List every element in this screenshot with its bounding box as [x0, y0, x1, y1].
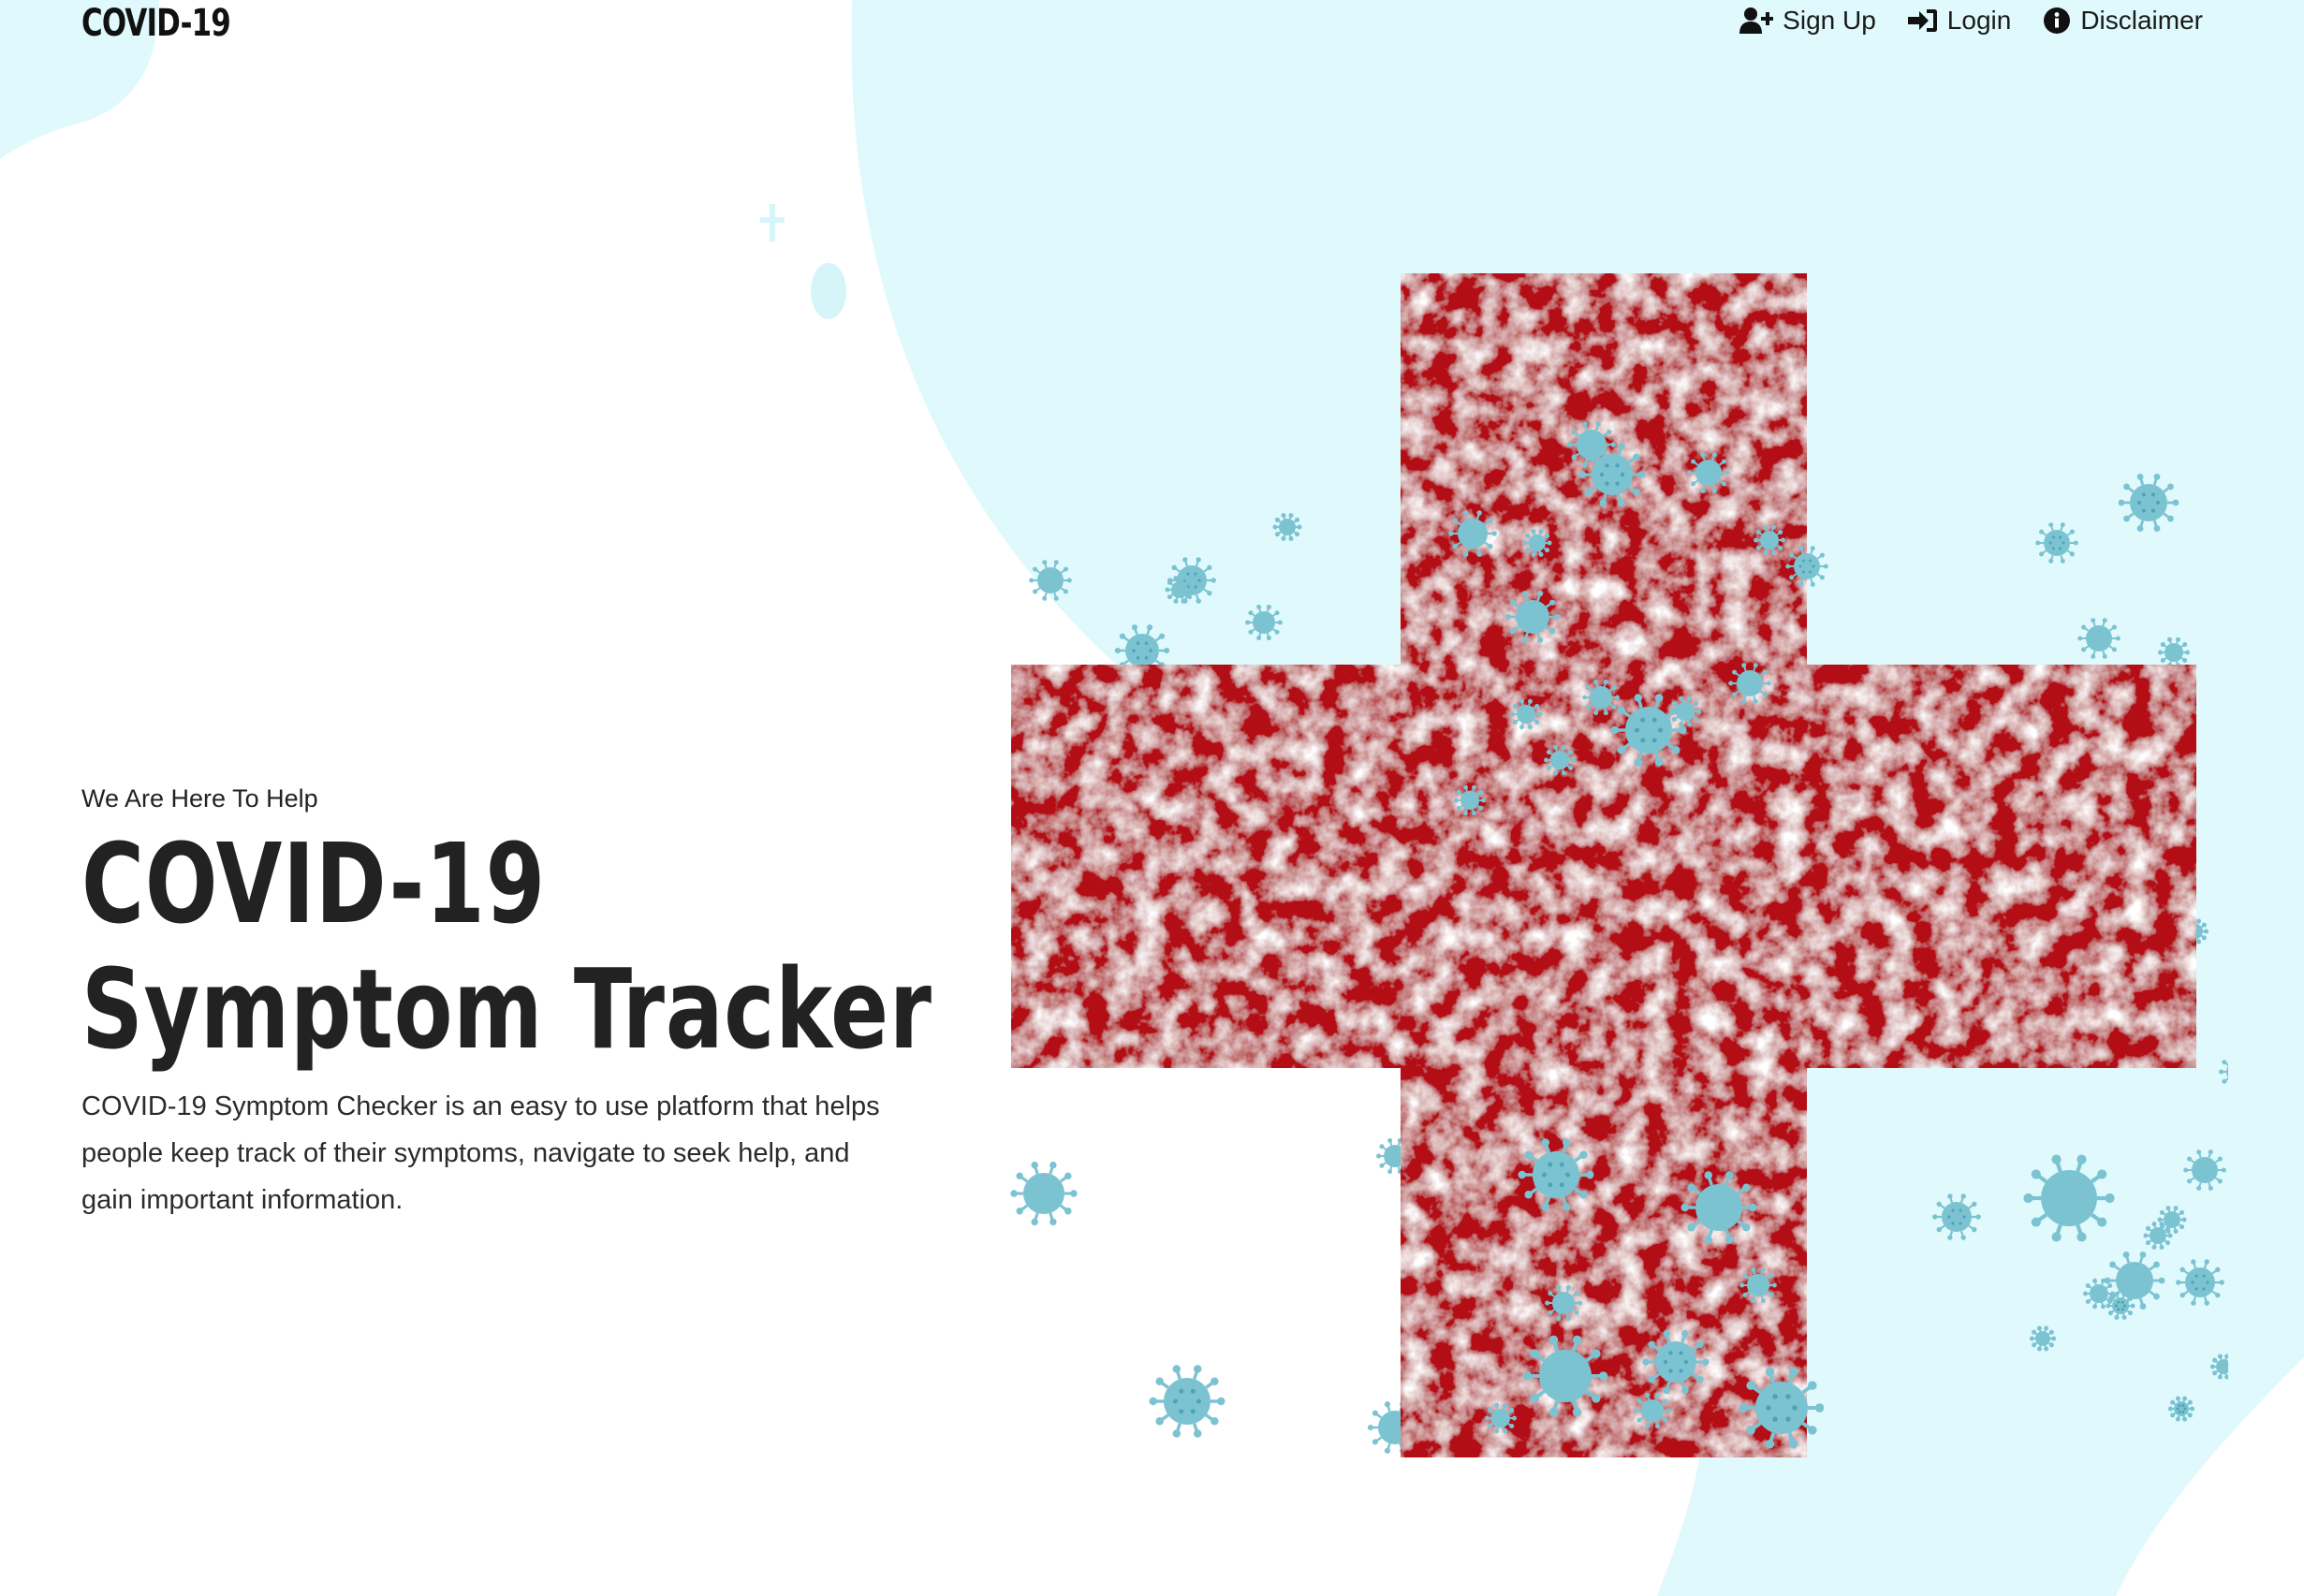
- nav-login-label: Login: [1946, 6, 2012, 35]
- virus-particle-icon: [1754, 524, 1785, 556]
- hero-description: COVID-19 Symptom Checker is an easy to u…: [81, 1091, 880, 1215]
- virus-particle-icon: [1454, 784, 1486, 816]
- info-circle-icon: [2043, 7, 2071, 35]
- nav-disclaimer-label: Disclaimer: [2080, 6, 2203, 35]
- virus-particle-icon: [1544, 744, 1576, 776]
- virus-particle-icon: [1610, 694, 1687, 767]
- virus-particle-icon: [1245, 604, 1283, 641]
- hero-illustration: [1002, 257, 2267, 1474]
- sign-in-icon: [1907, 7, 1938, 34]
- virus-particle-icon: [1634, 1392, 1671, 1429]
- virus-particle-icon: [1010, 1161, 1078, 1226]
- virus-particle-icon: [1739, 1267, 1777, 1304]
- virus-particle-icon: [1728, 663, 1771, 704]
- virus-particle-icon: [2035, 522, 2078, 564]
- virus-particle-icon: [1522, 529, 1552, 557]
- virus-particle-icon: [1518, 1138, 1594, 1211]
- virus-particle-icon: [1642, 1329, 1710, 1395]
- virus-particle-icon: [2176, 1259, 2224, 1306]
- virus-particle-icon: [1504, 591, 1561, 643]
- virus-particle-icon: [2167, 1396, 2195, 1422]
- virus-particle-icon: [2029, 1325, 2057, 1352]
- brand-logo[interactable]: COVID-19: [81, 2, 231, 45]
- virus-particle-icon: [1522, 1335, 1608, 1417]
- virus-particle-icon: [1029, 560, 1072, 601]
- virus-particle-icon: [1578, 442, 1646, 507]
- navbar: COVID-19 Sign Up Login: [0, 0, 2304, 56]
- virus-particle-icon: [1165, 576, 1195, 604]
- virus-particle-icon: [2083, 1278, 2115, 1310]
- virus-particle-icon: [2209, 1354, 2238, 1380]
- virus-particle-icon: [1485, 1402, 1517, 1434]
- virus-particle-icon: [2157, 1206, 2187, 1234]
- virus-particle-icon: [1582, 679, 1620, 716]
- plus-decoration-icon: [758, 204, 786, 246]
- nav-signup-label: Sign Up: [1783, 6, 1876, 35]
- hero-title-line2: Symptom Tracker: [81, 944, 932, 1074]
- virus-particle-icon: [2219, 1053, 2256, 1091]
- virus-particle-icon: [1687, 452, 1730, 493]
- nav-links: Sign Up Login Disclaimer: [1739, 6, 2203, 36]
- virus-particle-icon: [1272, 513, 1302, 541]
- virus-particle-icon: [1932, 1193, 1981, 1240]
- virus-particle-icon: [1545, 1284, 1582, 1322]
- virus-particle-icon: [1669, 696, 1701, 727]
- user-plus-icon: [1739, 7, 1774, 35]
- virus-particle-icon: [2023, 1154, 2115, 1242]
- virus-particle-icon: [2118, 474, 2179, 532]
- oval-decoration: [810, 262, 847, 325]
- nav-disclaimer-link[interactable]: Disclaimer: [2043, 6, 2203, 36]
- virus-particle-icon: [1510, 698, 1542, 730]
- virus-particle-icon: [1149, 1365, 1225, 1438]
- nav-login-link[interactable]: Login: [1907, 6, 2012, 36]
- virus-particle-icon: [1785, 546, 1828, 587]
- hero-eyebrow: We Are Here To Help: [81, 784, 318, 813]
- virus-particle-icon: [2143, 1222, 2173, 1250]
- virus-particle-icon: [2077, 618, 2121, 659]
- virus-particle-icon: [2183, 1149, 2226, 1191]
- hero-title-line1: COVID-19: [81, 819, 547, 948]
- virus-particle-icon: [1739, 1367, 1825, 1449]
- virus-particle-icon: [2158, 637, 2190, 668]
- nav-signup-link[interactable]: Sign Up: [1739, 6, 1876, 36]
- virus-particle-icon: [2106, 1292, 2135, 1320]
- hero-title: COVID-19 Symptom Tracker: [81, 819, 932, 1074]
- virus-particle-icon: [1448, 510, 1497, 557]
- red-cross: [1011, 273, 2196, 1457]
- virus-particle-icon: [1680, 1171, 1757, 1244]
- hero-section: We Are Here To Help COVID-19 Symptom Tra…: [81, 784, 932, 1223]
